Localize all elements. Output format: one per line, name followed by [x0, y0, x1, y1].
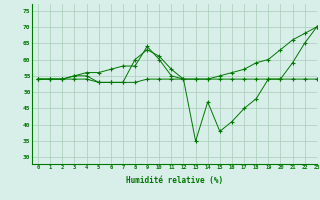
X-axis label: Humidité relative (%): Humidité relative (%) — [126, 176, 223, 185]
